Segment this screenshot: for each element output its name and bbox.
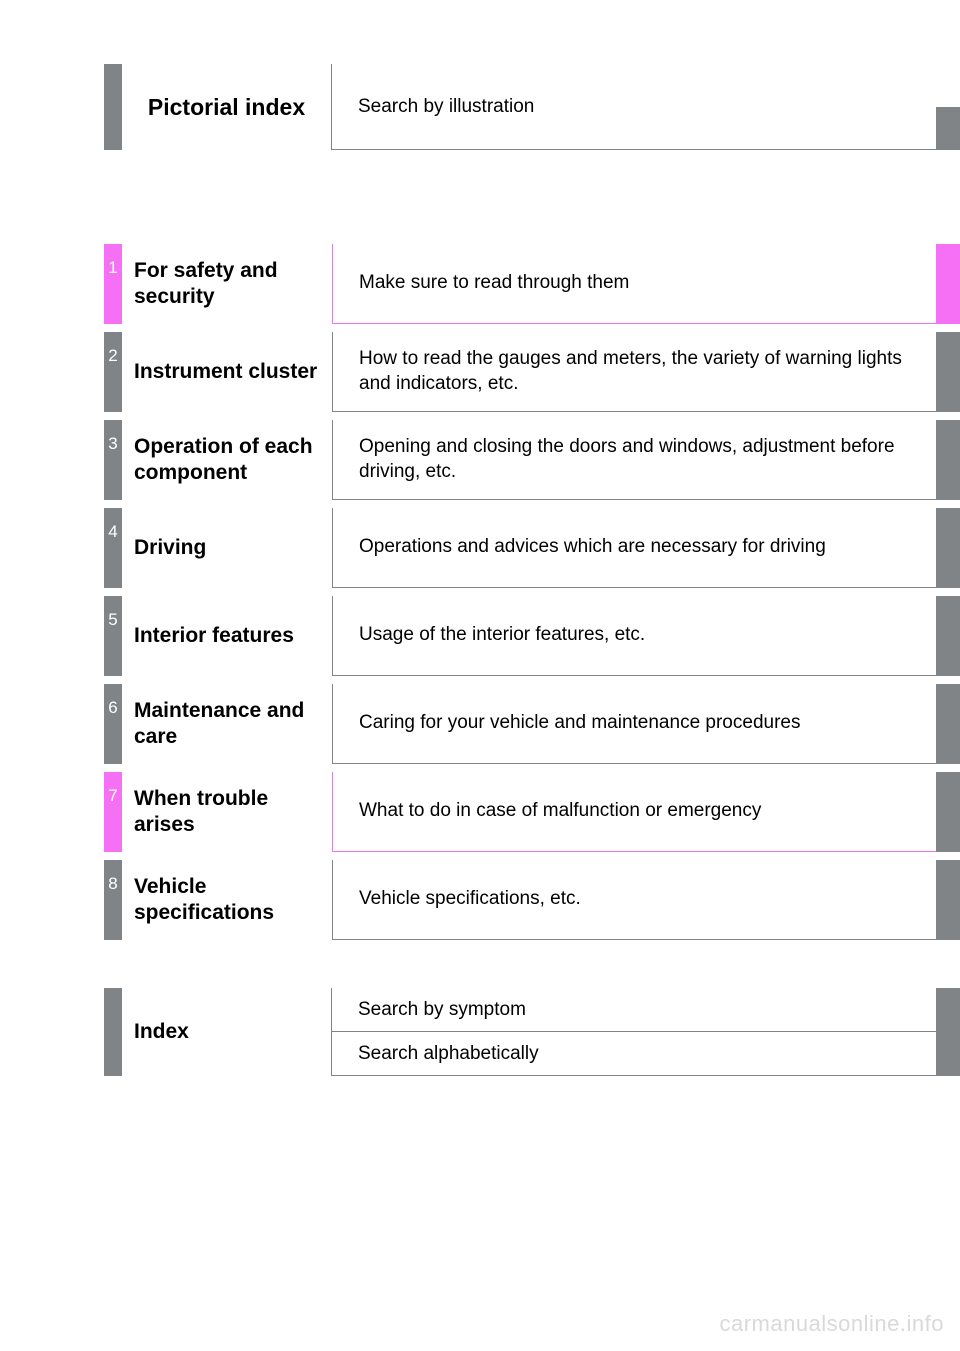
chapter-right-stub	[936, 508, 960, 588]
chapter-row[interactable]: 2Instrument clusterHow to read the gauge…	[104, 332, 960, 412]
index-row[interactable]: Search alphabetically	[332, 1032, 960, 1076]
chapter-row[interactable]: 5Interior featuresUsage of the interior …	[104, 596, 960, 676]
chapter-description: What to do in case of malfunction or eme…	[333, 772, 936, 852]
chapter-description: Opening and closing the doors and window…	[333, 420, 936, 500]
chapter-number: 8	[104, 860, 122, 940]
chapter-row[interactable]: 8Vehicle specificationsVehicle specifica…	[104, 860, 960, 940]
chapter-description: Caring for your vehicle and maintenance …	[333, 684, 936, 764]
chapter-description: Usage of the interior features, etc.	[333, 596, 936, 676]
chapter-title: Instrument cluster	[122, 332, 332, 412]
chapter-row[interactable]: 3Operation of each componentOpening and …	[104, 420, 960, 500]
chapter-row[interactable]: 7When trouble arisesWhat to do in case o…	[104, 772, 960, 852]
chapter-right-stub	[936, 596, 960, 676]
chapter-description: Make sure to read through them	[333, 244, 936, 324]
chapter-title: Operation of each component	[122, 420, 332, 500]
pictorial-right-stub	[936, 107, 960, 150]
pictorial-left-stub	[104, 64, 122, 150]
chapter-right-stub	[936, 772, 960, 852]
chapter-description: Operations and advices which are necessa…	[333, 508, 936, 588]
index-left-stub	[104, 988, 122, 1076]
chapter-right-stub	[936, 684, 960, 764]
chapter-title: Driving	[122, 508, 332, 588]
chapter-number: 1	[104, 244, 122, 324]
index-row[interactable]: Search by symptom	[332, 988, 960, 1032]
chapter-number: 5	[104, 596, 122, 676]
chapters-list: 1For safety and securityMake sure to rea…	[104, 244, 960, 940]
index-right-stub	[936, 988, 960, 1032]
chapter-number: 2	[104, 332, 122, 412]
index-block: Index Search by symptomSearch alphabetic…	[104, 988, 960, 1076]
chapter-number: 7	[104, 772, 122, 852]
page: Pictorial index Search by illustration 1…	[0, 0, 960, 1351]
index-title: Index	[122, 988, 332, 1076]
chapter-right-stub	[936, 420, 960, 500]
chapter-title: For safety and security	[122, 244, 332, 324]
index-desc-column: Search by symptomSearch alphabetically	[332, 988, 960, 1076]
watermark-text: carmanualsonline.info	[719, 1311, 944, 1337]
index-right-stub	[936, 1032, 960, 1076]
chapter-right-stub	[936, 332, 960, 412]
chapter-number: 4	[104, 508, 122, 588]
pictorial-index-row: Pictorial index Search by illustration	[104, 64, 960, 150]
chapter-row[interactable]: 4DrivingOperations and advices which are…	[104, 508, 960, 588]
index-row-text: Search by symptom	[332, 988, 936, 1032]
chapter-row[interactable]: 6Maintenance and careCaring for your veh…	[104, 684, 960, 764]
chapter-right-stub	[936, 860, 960, 940]
index-row-text: Search alphabetically	[332, 1032, 936, 1076]
chapter-title: When trouble arises	[122, 772, 332, 852]
chapter-number: 6	[104, 684, 122, 764]
chapter-right-stub	[936, 244, 960, 324]
chapter-row[interactable]: 1For safety and securityMake sure to rea…	[104, 244, 960, 324]
chapter-description: How to read the gauges and meters, the v…	[333, 332, 936, 412]
chapter-title: Interior features	[122, 596, 332, 676]
chapter-description: Vehicle specifications, etc.	[333, 860, 936, 940]
chapter-number: 3	[104, 420, 122, 500]
pictorial-title: Pictorial index	[122, 64, 332, 150]
chapter-title: Maintenance and care	[122, 684, 332, 764]
chapter-title: Vehicle specifications	[122, 860, 332, 940]
pictorial-desc: Search by illustration	[332, 64, 936, 150]
